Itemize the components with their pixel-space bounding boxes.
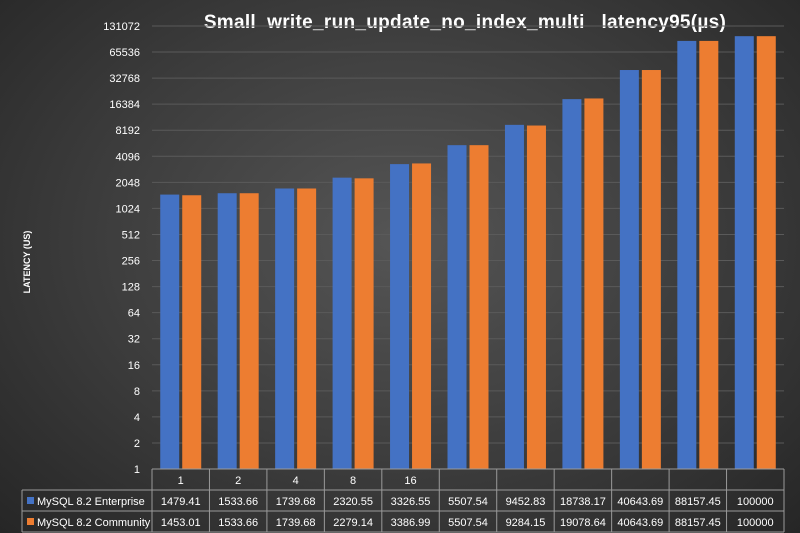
y-tick-label: 256 [122, 256, 140, 268]
legend-entry: MySQL 8.2 Community [37, 517, 151, 529]
bar-enterprise [275, 188, 295, 469]
data-label: 18738.17 [560, 496, 606, 508]
bar-community [641, 70, 661, 470]
bar-enterprise [734, 36, 754, 470]
y-tick-label: 16 [128, 360, 140, 372]
y-tick-label: 2048 [116, 177, 140, 189]
y-tick-label: 1024 [116, 203, 140, 215]
data-label: 3386.99 [391, 517, 431, 529]
y-tick-label: 16384 [109, 99, 140, 111]
chart-title: Small write_run_update_no_index_multi la… [203, 12, 727, 33]
data-label: 19078.64 [560, 517, 606, 529]
bar-community [699, 40, 719, 470]
y-tick-label: 4 [134, 412, 140, 424]
data-label: 88157.45 [675, 496, 721, 508]
y-tick-label: 8192 [116, 125, 140, 137]
y-tick-label: 32768 [109, 73, 140, 85]
bar-community [297, 188, 317, 469]
y-tick-label: 8 [134, 386, 140, 398]
data-label: 1739.68 [276, 517, 316, 529]
y-tick-label: 32 [128, 334, 140, 346]
y-tick-label: 128 [122, 282, 140, 294]
bar-community [584, 98, 604, 469]
x-category-label: 4 [293, 475, 299, 487]
y-tick-label: 64 [128, 308, 140, 320]
data-label: 9452.83 [506, 496, 546, 508]
bar-enterprise [562, 99, 582, 469]
data-label: 1739.68 [276, 496, 316, 508]
x-category-label: 1 [178, 475, 184, 487]
bar-enterprise [447, 145, 467, 469]
bar-community [412, 163, 432, 469]
y-tick-label: 131072 [103, 21, 140, 33]
data-label: 3326.55 [391, 496, 431, 508]
x-category-label: 2 [235, 475, 241, 487]
bar-enterprise [390, 164, 410, 469]
data-label: 1533.66 [218, 517, 258, 529]
data-label: 9284.15 [506, 517, 546, 529]
data-label: 2279.14 [333, 517, 373, 529]
data-label: 5507.54 [448, 496, 488, 508]
bar-community [354, 178, 374, 469]
bar-enterprise [217, 193, 237, 469]
data-label: 100000 [737, 496, 774, 508]
bar-community [469, 145, 489, 469]
bar-enterprise [619, 70, 639, 470]
x-category-label: 16 [404, 475, 416, 487]
bar-community [182, 195, 202, 469]
legend-key [27, 497, 34, 504]
y-tick-label: 512 [122, 229, 140, 241]
data-label: 1533.66 [218, 496, 258, 508]
legend-key [27, 518, 34, 525]
bar-community [526, 125, 546, 469]
data-label: 40643.69 [617, 496, 663, 508]
y-tick-label: 1 [134, 464, 140, 476]
bar-enterprise [332, 177, 352, 469]
x-category-label: 8 [350, 475, 356, 487]
data-label: 88157.45 [675, 517, 721, 529]
data-label: 40643.69 [617, 517, 663, 529]
y-tick-label: 4096 [116, 151, 140, 163]
bar-enterprise [677, 40, 697, 470]
data-label: 2320.55 [333, 496, 373, 508]
bar-enterprise [160, 194, 180, 469]
data-label: 1453.01 [161, 517, 201, 529]
y-tick-label: 65536 [109, 47, 140, 59]
y-tick-label: 2 [134, 438, 140, 450]
data-label: 5507.54 [448, 517, 488, 529]
bar-enterprise [504, 124, 524, 470]
legend-entry: MySQL 8.2 Enterprise [37, 496, 145, 508]
bar-community [756, 36, 776, 470]
bar-community [239, 193, 259, 469]
data-label: 1479.41 [161, 496, 201, 508]
data-label: 100000 [737, 517, 774, 529]
